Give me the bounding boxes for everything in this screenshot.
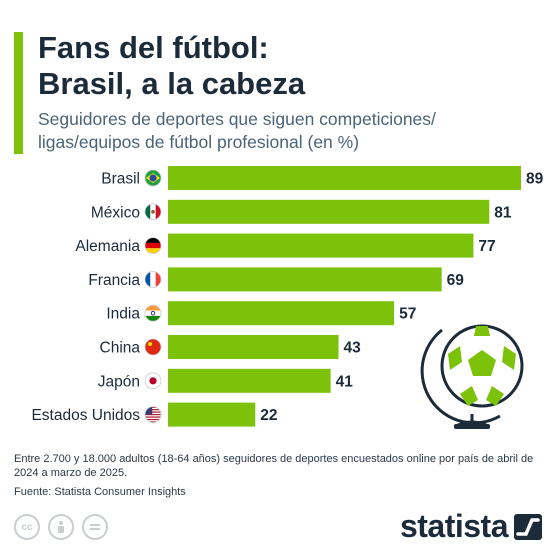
category-label-4: India (106, 306, 140, 323)
value-label-2: 77 (478, 238, 495, 255)
category-label-5: China (100, 340, 141, 357)
bar-4 (168, 301, 395, 326)
license-icons: cc (14, 514, 108, 540)
bar-7 (168, 402, 256, 427)
bar-3 (168, 267, 442, 292)
bar-2 (168, 233, 474, 258)
usa-flag-icon (144, 406, 162, 424)
germany-flag-icon (144, 237, 162, 254)
bar-6 (168, 368, 331, 393)
statista-logo[interactable]: statista (400, 508, 542, 545)
football-globe-icon (420, 324, 524, 429)
chart-subtitle: Seguidores de deportes que siguen compet… (38, 109, 436, 152)
category-label-6: Japón (98, 373, 140, 390)
japan-flag-icon (144, 372, 162, 390)
france-flag-icon (144, 271, 162, 288)
value-label-1: 81 (494, 204, 512, 221)
category-label-2: Alemania (75, 238, 140, 255)
statista-mark-icon (514, 513, 542, 540)
value-label-6: 41 (336, 373, 354, 390)
india-flag-icon (144, 304, 162, 322)
source-label: Fuente: Statista Consumer Insights (14, 486, 186, 498)
cc-icon[interactable]: cc (14, 514, 40, 540)
title-line-2: Brasil, a la cabeza (38, 66, 306, 101)
category-label-1: México (91, 204, 140, 221)
survey-note: Entre 2.700 y 18.000 adultos (18-64 años… (14, 453, 534, 479)
bar-5 (168, 335, 339, 359)
bar-1 (168, 199, 490, 224)
brazil-flag-icon (144, 169, 162, 187)
value-label-3: 69 (447, 272, 465, 289)
no-derivatives-icon[interactable] (82, 514, 108, 540)
value-label-0: 89 (526, 171, 544, 188)
mexico-flag-icon (144, 203, 162, 221)
value-label-5: 43 (344, 340, 362, 357)
category-label-7: Estados Unidos (31, 407, 140, 424)
attribution-icon[interactable] (48, 514, 74, 540)
value-label-7: 22 (260, 407, 277, 424)
value-label-4: 57 (399, 306, 416, 323)
china-flag-icon (144, 338, 162, 356)
category-label-3: Francia (88, 272, 140, 289)
bar-chart: Brasil 89 México 81 Alemania 77 Francia 69 India… (31, 166, 544, 427)
title-accent-bar (14, 32, 23, 154)
page-title: Fans del fútbol: Brasil, a la cabeza (38, 30, 305, 102)
title-line-1: Fans del fútbol: (38, 30, 269, 65)
brand-name: statista (399, 508, 509, 544)
category-label-0: Brasil (101, 171, 140, 188)
bar-0 (168, 166, 521, 190)
